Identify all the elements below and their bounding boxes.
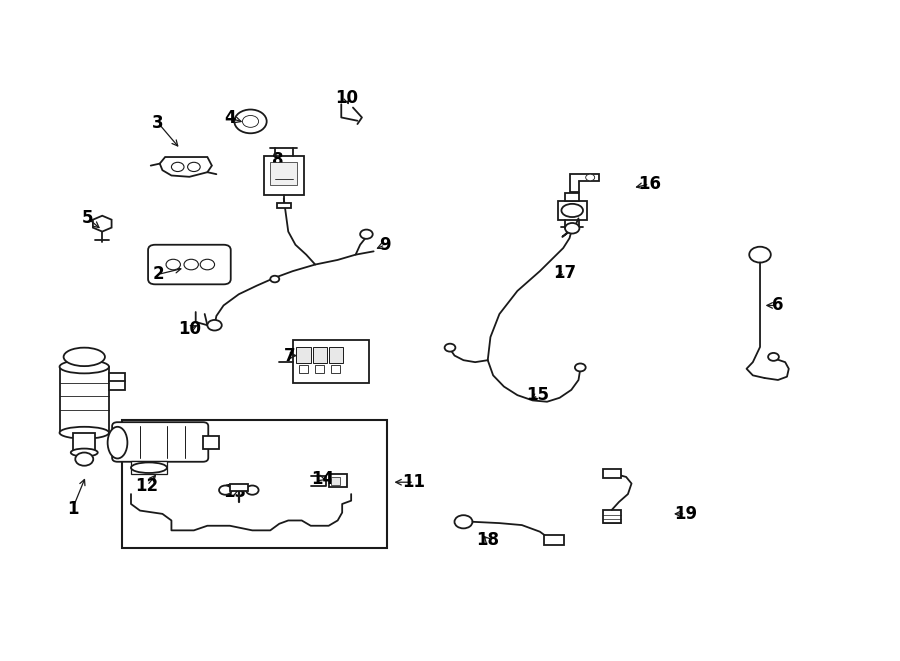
Ellipse shape: [108, 427, 128, 459]
Text: 4: 4: [224, 109, 236, 127]
Ellipse shape: [562, 204, 583, 217]
Circle shape: [242, 116, 258, 128]
Bar: [558, 200, 587, 220]
Circle shape: [207, 320, 221, 330]
Bar: [292, 340, 369, 383]
Text: 18: 18: [476, 531, 500, 549]
Ellipse shape: [131, 463, 166, 473]
Circle shape: [586, 174, 595, 180]
Ellipse shape: [59, 360, 109, 373]
Bar: [299, 366, 308, 373]
Text: 13: 13: [223, 483, 246, 501]
Bar: [122, 420, 387, 548]
Bar: [59, 367, 109, 433]
Circle shape: [171, 163, 184, 172]
Circle shape: [768, 353, 778, 361]
Bar: [328, 475, 346, 487]
Bar: [331, 477, 340, 485]
Text: 16: 16: [638, 175, 661, 193]
FancyBboxPatch shape: [148, 245, 230, 284]
Circle shape: [246, 486, 258, 494]
Bar: [328, 347, 343, 364]
Circle shape: [575, 364, 586, 371]
Bar: [264, 156, 303, 195]
Bar: [315, 366, 324, 373]
Bar: [270, 163, 297, 185]
Circle shape: [187, 163, 200, 172]
Bar: [603, 469, 621, 478]
Text: 3: 3: [152, 114, 164, 132]
FancyBboxPatch shape: [112, 422, 208, 462]
Text: 7: 7: [284, 346, 296, 365]
Polygon shape: [159, 157, 211, 176]
Bar: [276, 203, 291, 208]
Circle shape: [360, 229, 373, 239]
Circle shape: [749, 247, 770, 262]
Bar: [109, 373, 125, 390]
Text: 17: 17: [554, 264, 577, 282]
Circle shape: [184, 259, 198, 270]
Text: 8: 8: [272, 151, 284, 169]
Circle shape: [219, 486, 231, 494]
Bar: [312, 347, 327, 364]
Circle shape: [76, 453, 94, 466]
Circle shape: [445, 344, 455, 352]
Ellipse shape: [71, 449, 98, 457]
Text: 14: 14: [310, 470, 334, 488]
Bar: [74, 433, 95, 454]
Circle shape: [454, 515, 472, 528]
Text: 19: 19: [674, 505, 697, 523]
Circle shape: [565, 223, 580, 233]
Text: 5: 5: [82, 210, 94, 227]
Circle shape: [270, 276, 279, 282]
Text: 10: 10: [178, 320, 201, 338]
Text: 2: 2: [152, 266, 164, 284]
Text: 1: 1: [67, 500, 78, 518]
Bar: [603, 510, 621, 523]
Bar: [202, 436, 219, 449]
Bar: [544, 535, 564, 545]
Bar: [331, 366, 340, 373]
Text: 15: 15: [526, 386, 550, 404]
Text: 12: 12: [136, 477, 158, 494]
Ellipse shape: [64, 348, 105, 366]
Bar: [296, 347, 310, 364]
Ellipse shape: [59, 427, 109, 439]
Bar: [565, 192, 580, 200]
Bar: [230, 484, 248, 491]
Bar: [131, 461, 166, 475]
Text: 10: 10: [335, 89, 358, 107]
Text: 9: 9: [380, 236, 392, 254]
Text: 11: 11: [402, 473, 426, 491]
Text: 6: 6: [772, 296, 784, 315]
Circle shape: [234, 110, 266, 134]
Circle shape: [200, 259, 214, 270]
Circle shape: [166, 259, 180, 270]
Polygon shape: [570, 174, 599, 192]
